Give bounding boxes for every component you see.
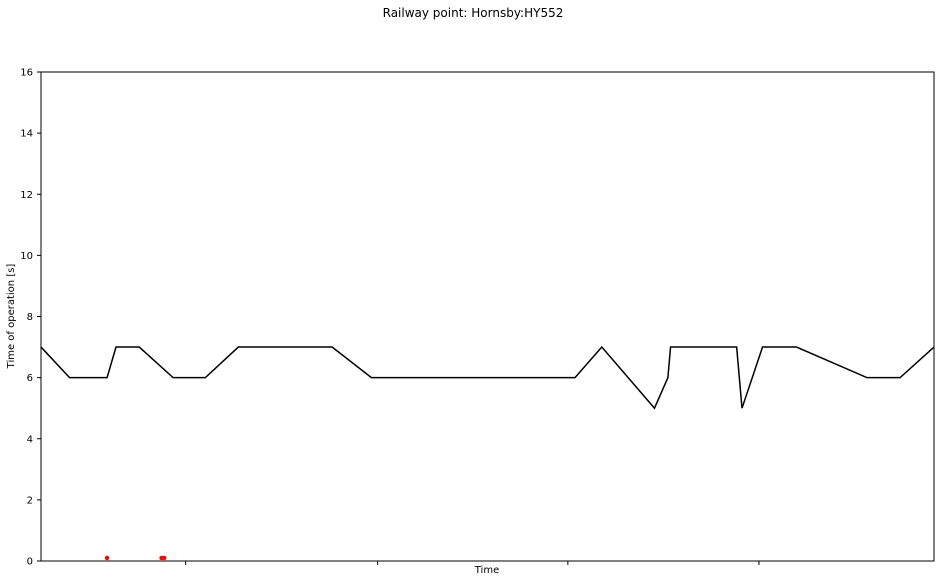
y-tick-label: 0 <box>27 557 33 568</box>
y-tick-label: 12 <box>20 190 33 201</box>
plot-area <box>40 345 935 561</box>
y-tick-label: 4 <box>27 434 33 445</box>
chart-title: Railway point: Hornsby:HY552 <box>383 6 564 20</box>
x-axis <box>185 561 760 565</box>
series-line <box>40 345 935 410</box>
event-marker <box>162 555 167 561</box>
y-tick-label: 2 <box>27 495 33 506</box>
y-tick-label: 14 <box>20 129 33 140</box>
y-tick-label: 10 <box>20 251 33 262</box>
event-marker <box>104 555 110 561</box>
y-axis: 0 2 4 6 8 10 12 14 16 <box>20 68 41 568</box>
plot-frame <box>40 71 935 562</box>
y-tick-label: 16 <box>20 68 33 79</box>
y-axis-label: Time of operation [s] <box>6 264 17 370</box>
y-tick-label: 6 <box>27 373 33 384</box>
x-axis-label: Time <box>474 565 499 576</box>
y-tick-label: 8 <box>27 312 33 323</box>
